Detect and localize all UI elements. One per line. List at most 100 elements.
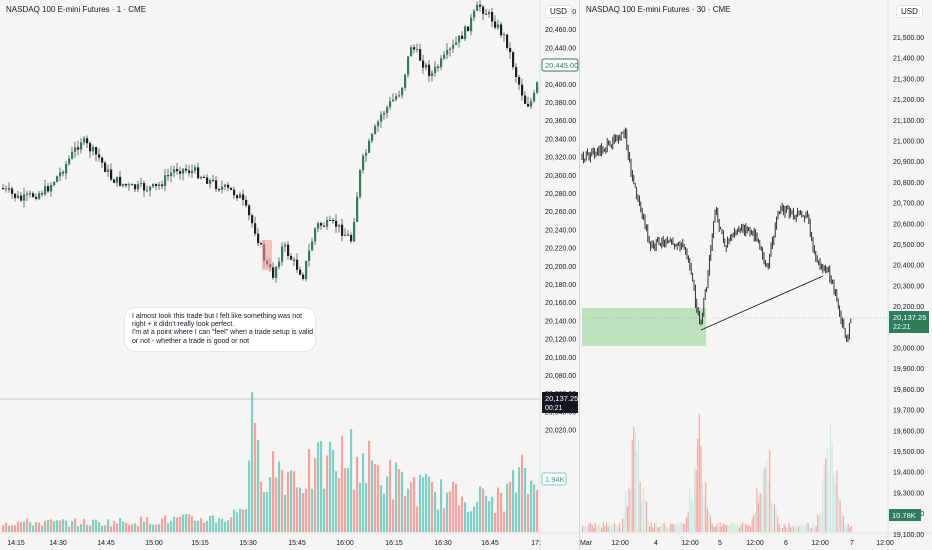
right-volume-bars — [582, 413, 852, 532]
candle — [290, 255, 293, 260]
candle — [296, 259, 299, 270]
volume-bar — [830, 424, 832, 532]
volume-bar — [818, 514, 820, 532]
volume-bar — [850, 525, 852, 532]
volume-bar — [473, 506, 476, 532]
volume-bar — [32, 525, 35, 532]
current-price-tag-bg — [889, 311, 929, 333]
time-tick-label: 15:00 — [145, 540, 163, 547]
volume-bar — [738, 527, 740, 532]
right-currency-label[interactable]: USD — [896, 5, 923, 18]
volume-bar — [729, 525, 731, 532]
right-chart-title[interactable]: NASDAQ 100 E-mini Futures · 30 · CME — [586, 5, 731, 14]
volume-bar — [281, 469, 284, 532]
volume-bar — [125, 522, 128, 532]
volume-bar — [386, 476, 389, 532]
volume-bar — [746, 525, 748, 532]
volume-bar — [631, 440, 633, 532]
volume-bar — [398, 468, 401, 532]
volume-bar — [705, 481, 707, 532]
volume-bar — [464, 501, 467, 532]
volume-bar — [791, 524, 793, 532]
right-price-axis[interactable]: 21,500.00 21,400.00 21,300.00 21,200.00 21,1… — [893, 35, 924, 539]
time-tick-label: 17: — [531, 540, 541, 547]
volume-bar — [389, 459, 392, 532]
volume-bar — [689, 487, 691, 532]
volume-bar — [188, 514, 191, 532]
candle — [338, 224, 341, 227]
volume-bar — [718, 527, 720, 532]
volume-bar — [335, 471, 338, 532]
candle — [518, 77, 521, 85]
price-tick-label: 21,000.00 — [893, 139, 924, 146]
volume-bar — [392, 499, 395, 532]
candle — [458, 35, 461, 43]
left-time-axis[interactable]: 14:15 14:30 14:45 15:00 15:15 15:30 15:45 16:00… — [7, 540, 541, 547]
volume-bar — [794, 523, 796, 532]
candle — [248, 205, 251, 216]
candle — [437, 66, 440, 68]
volume-tag-bg — [541, 472, 567, 486]
left-price-axis[interactable]: 20,480.0020,460.0020,440.0020,420.0020,4… — [545, 9, 576, 435]
current-countdown: 22:21 — [893, 324, 911, 331]
right-chart-pane[interactable]: 21,500.00 21,400.00 21,300.00 21,200.00 21,1… — [580, 0, 932, 550]
left-chart-canvas[interactable]: 20,480.0020,460.0020,440.0020,420.0020,4… — [0, 0, 580, 550]
volume-bar — [716, 523, 718, 532]
candle — [116, 176, 119, 183]
volume-bar — [793, 526, 795, 532]
volume-tag: 10.78K — [892, 511, 916, 520]
candle — [68, 158, 71, 164]
volume-bar — [724, 524, 726, 532]
volume-bar — [641, 501, 643, 532]
volume-bar — [533, 484, 536, 532]
volume-bar — [59, 520, 62, 532]
right-time-axis[interactable]: Mar 12:00 4 12:00 5 12:00 6 12:00 7 12:00 — [580, 540, 894, 547]
volume-bar — [842, 515, 844, 532]
volume-bar — [206, 520, 209, 532]
volume-bar — [128, 524, 131, 532]
volume-bar — [833, 474, 835, 532]
left-chart-pane[interactable]: 20,480.0020,460.0020,440.0020,420.0020,4… — [0, 0, 580, 550]
volume-bar — [218, 517, 221, 532]
volume-bar — [759, 493, 761, 532]
last-price-tag: 20,445.00 — [545, 61, 578, 70]
volume-bar — [14, 525, 17, 532]
volume-bar — [530, 480, 533, 532]
volume-bar — [512, 470, 515, 532]
volume-bar — [754, 511, 756, 532]
price-tick-label: 20,120.00 — [545, 337, 576, 344]
volume-bar — [23, 521, 26, 532]
volume-bar — [224, 521, 227, 532]
volume-bar — [287, 471, 290, 532]
time-tick-label: 12:00 — [681, 540, 699, 547]
volume-bar — [823, 463, 825, 532]
volume-bar — [488, 501, 491, 532]
left-currency-label[interactable]: USD — [545, 5, 572, 18]
candle — [395, 96, 398, 100]
volume-bar — [179, 516, 182, 532]
volume-bar — [404, 496, 407, 532]
candle — [257, 233, 260, 244]
demand-zone[interactable] — [582, 308, 706, 346]
candle — [56, 176, 59, 182]
candle — [332, 220, 335, 222]
crosshair-price-tag-bg — [542, 392, 578, 413]
volume-bar — [630, 490, 632, 532]
candle — [305, 260, 308, 279]
left-chart-title[interactable]: NASDAQ 100 E-mini Futures · 1 · CME — [6, 5, 147, 14]
trendline[interactable] — [700, 275, 824, 331]
volume-bar — [518, 467, 521, 532]
volume-tag: 1.94K — [545, 475, 565, 484]
volume-bar — [582, 525, 584, 532]
pane-divider[interactable] — [579, 0, 580, 550]
right-candles — [581, 127, 852, 343]
candle — [101, 157, 104, 163]
price-tick-label: 20,300.00 — [545, 173, 576, 180]
trade-note-callout[interactable]: I almost took this trade but I felt like… — [125, 308, 315, 351]
right-chart-canvas[interactable]: 21,500.00 21,400.00 21,300.00 21,200.00 21,1… — [580, 0, 932, 550]
volume-bar — [652, 527, 654, 532]
price-tick-label: 19,800.00 — [893, 387, 924, 394]
volume-bar — [35, 522, 38, 532]
volume-bar — [353, 489, 356, 532]
